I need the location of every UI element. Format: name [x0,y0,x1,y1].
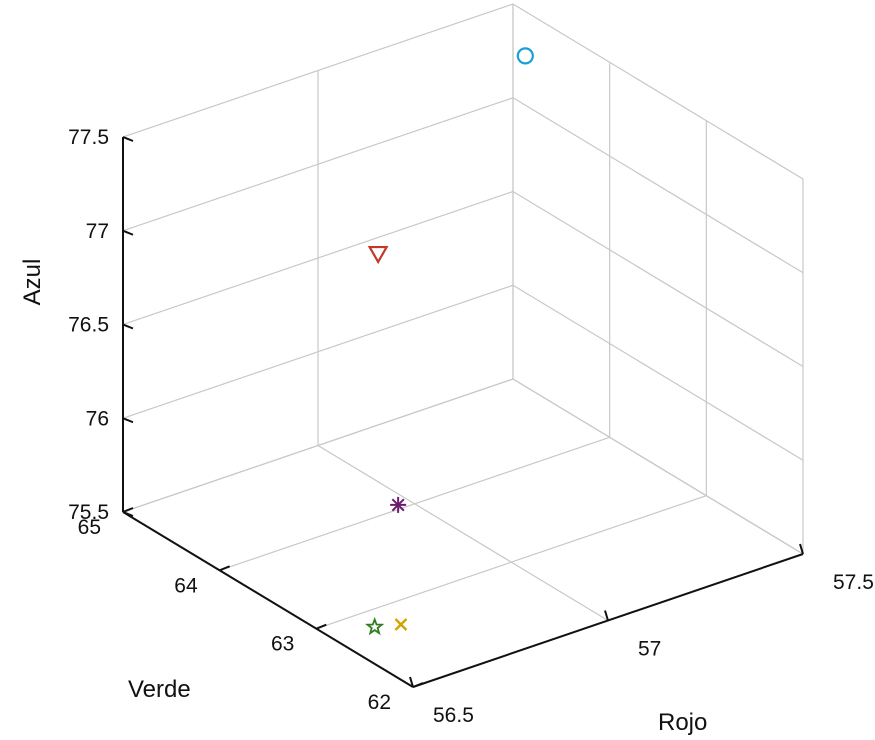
data-points-layer [365,47,534,636]
data-point-circle [516,47,534,65]
data-point-triangle-down [367,245,389,265]
x-tick-mark [799,543,804,555]
wall-grid-line [512,378,804,555]
x-tick-label: 57 [638,638,661,661]
z-axis-title: Azul [19,259,46,306]
triangle-down-marker [367,245,389,265]
wall-grid-line [122,190,514,326]
y-axis-line [122,511,414,688]
wall-grid-line [512,190,804,368]
z-tick-label: 75.5 [68,501,109,524]
pentagram-marker [365,616,385,636]
z-tick-mark [122,417,134,424]
z-tick-label: 77.5 [68,126,109,149]
x-axis-title: Rojo [658,709,707,736]
wall-grid-line [512,3,804,180]
x-tick-label: 56.5 [433,704,474,727]
wall-grid-line [122,3,514,138]
z-tick-label: 76 [86,407,109,430]
axis-layer [122,136,804,688]
circle-marker [516,47,534,65]
z-tick-mark [122,136,134,142]
y-tick-label: 62 [368,691,391,714]
x-tick-mark [409,676,414,688]
y-tick-mark [122,507,134,513]
grid-layer [122,3,804,688]
z-tick-mark [122,229,134,236]
wall-grid-line [122,97,514,232]
wall-grid-line [512,284,804,461]
wall-grid-line [122,378,514,513]
z-tick-label: 77 [86,220,109,243]
floor-grid-line [316,495,707,630]
z-tick-mark [122,323,134,330]
y-tick-label: 65 [78,516,101,539]
data-point-asterisk [390,496,407,513]
floor-grid-line [219,436,610,571]
y-tick-mark [219,565,231,572]
y-tick-mark [412,682,424,688]
floor-grid-line [317,444,609,622]
z-tick-label: 76.5 [68,314,109,337]
wall-grid-line [512,97,804,274]
data-point-x [394,618,408,631]
asterisk-stroke [391,498,405,512]
z-tick-mark [122,511,134,517]
y-tick-mark [315,623,327,630]
y-tick-label: 63 [271,633,294,656]
data-point-pentagram [365,616,385,636]
y-tick-label: 64 [174,574,198,597]
x-tick-label: 57.5 [833,571,874,594]
wall-grid-line [122,284,514,419]
x-marker-stroke [394,618,408,631]
x-tick-mark [604,610,609,621]
y-axis-title: Verde [128,676,191,703]
